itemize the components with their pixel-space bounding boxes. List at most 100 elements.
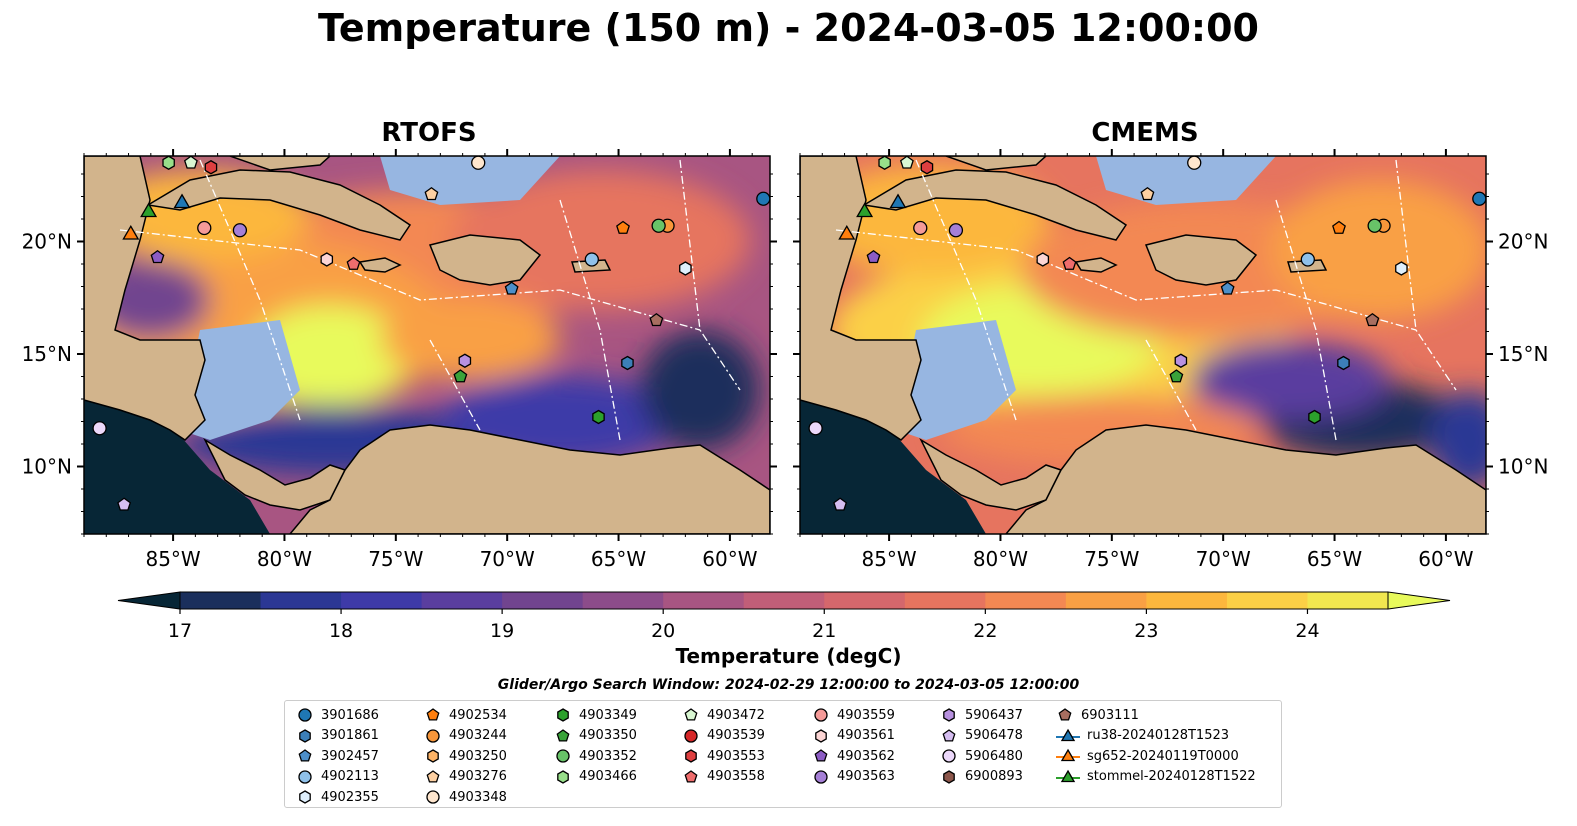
legend-label: 3902457 (321, 748, 379, 764)
land-jamaica (358, 257, 402, 273)
legend-label: 4902113 (321, 769, 379, 784)
legend-label: 4903561 (837, 728, 895, 743)
float-marker-4902355 (1395, 261, 1408, 276)
legend-pentagon-icon (298, 749, 312, 762)
axis-ticks-right: 85°W 80°W 75°W 70°W 65°W 60°W 10°N 15°N 20°N (793, 149, 1548, 571)
legend-marker-icon (1056, 769, 1080, 782)
y-tick-label: 10°N (1498, 455, 1548, 479)
legend-label: 3901861 (321, 728, 379, 743)
eez-boundaries (119, 159, 741, 441)
land-cuba (145, 169, 412, 241)
legend-marker-icon (815, 728, 827, 743)
legend-marker-icon (298, 708, 312, 722)
float-markers-cmems (808, 155, 1487, 511)
legend-label: 6903111 (1081, 707, 1139, 723)
axis-ticks-left: 85°W 80°W 75°W 70°W 65°W 60°W 10°N 15°N 20°N (22, 149, 777, 571)
legend-item: 4902534 (423, 705, 507, 725)
float-marker-5906437 (1174, 353, 1188, 369)
colorbar-tick-label: 17 (168, 620, 192, 642)
legend-marker-icon (943, 708, 955, 722)
axes-frame-right (799, 155, 1487, 535)
shelf-nicaragua (896, 320, 1016, 440)
float-marker-4903558 (346, 256, 361, 270)
colorbar-segment (582, 592, 664, 609)
legend-marker-icon (426, 769, 440, 782)
legend-label: 4903539 (707, 728, 765, 743)
legend-item: 4903472 (681, 705, 765, 725)
legend-pentagon-icon (814, 749, 828, 762)
legend-label: 5906437 (965, 707, 1023, 723)
colorbar-segment (341, 592, 423, 609)
float-marker-4903561 (320, 252, 334, 267)
float-marker-4902534 (1332, 220, 1346, 234)
land-south-america (289, 424, 770, 534)
float-marker-4903563 (232, 223, 248, 238)
legend-hexagon-icon (557, 769, 569, 784)
legend-marker-icon (814, 769, 828, 784)
float-marker-4903352 (1367, 218, 1382, 233)
legend-hexagon-icon (685, 749, 697, 763)
float-marker-3901686 (1472, 191, 1487, 206)
eez-boundaries (835, 159, 1457, 441)
x-tick-label: 80°W (973, 547, 1028, 571)
legend-pentagon-icon (942, 728, 956, 741)
land-florida (229, 156, 332, 171)
legend-item: 3901686 (295, 705, 379, 725)
land-hispaniola (1144, 234, 1258, 286)
legend-marker-icon (942, 728, 956, 741)
legend-item: 4903562 (811, 746, 895, 766)
legend-pentagon-icon (1058, 708, 1072, 721)
legend-item: 4903466 (553, 767, 637, 787)
x-tick-label: 85°W (861, 547, 916, 571)
float-marker-3901861 (1337, 355, 1350, 371)
legend-pentagon-icon (556, 728, 570, 741)
float-marker-4903472 (899, 155, 914, 169)
legend-marker-icon (299, 790, 311, 804)
float-marker-4903348 (1187, 155, 1202, 170)
legend-marker-icon (556, 749, 570, 763)
legend-item: 5906478 (939, 726, 1023, 746)
float-marker-4902113 (584, 252, 599, 267)
land-jamaica (1074, 257, 1118, 273)
legend-marker-icon (684, 708, 698, 721)
float-marker-4903559 (197, 220, 212, 236)
temperature-field (810, 165, 1486, 490)
legend-hexagon-icon (557, 708, 569, 722)
colorbar-tick-label: 21 (812, 620, 836, 642)
legend-label: 4903250 (449, 748, 507, 764)
legend-marker-icon (557, 769, 569, 784)
float-marker-4903559 (913, 220, 928, 236)
legend-label: 4903559 (837, 707, 895, 723)
legend-label: 4903562 (837, 748, 895, 764)
x-tick-label: 75°W (1084, 547, 1139, 571)
colorbar-segment (663, 592, 745, 609)
x-tick-label: 65°W (591, 547, 646, 571)
float-marker-5906478 (833, 497, 848, 511)
legend-marker-icon (943, 769, 955, 784)
float-marker-6903111 (649, 312, 664, 327)
legend: 3901686 3901861 3902457 4902113 4902355 49025… (284, 700, 1282, 808)
legend-item: ru38-20240128T1523 (1055, 726, 1229, 746)
legend-marker-icon (685, 749, 697, 763)
float-marker-4903352 (651, 218, 666, 233)
legend-hexagon-icon (427, 749, 439, 763)
float-marker-4903466 (162, 155, 175, 171)
legend-item: 4902113 (295, 767, 379, 787)
float-marker-4902113 (1300, 252, 1315, 267)
legend-label: 4903466 (579, 769, 637, 784)
float-marker-4903553 (920, 159, 934, 175)
legend-label: 4903558 (707, 769, 765, 784)
colorbar-segment (1307, 592, 1389, 609)
float-marker-4903349 (1308, 409, 1321, 425)
deep-pacific (84, 395, 270, 534)
axes-frame-left (83, 155, 771, 535)
legend-pentagon-icon (426, 769, 440, 782)
float-marker-4903561 (1036, 252, 1050, 267)
legend-item: sg652-20240119T0000 (1055, 746, 1239, 766)
float-marker-4903276 (424, 186, 439, 201)
legend-circle-icon (942, 749, 956, 763)
y-tick-label: 20°N (1498, 230, 1548, 254)
y-tick-label: 20°N (22, 230, 72, 254)
land-cuba (861, 169, 1128, 241)
float-marker-ru38-20240128T1523 (173, 193, 191, 209)
